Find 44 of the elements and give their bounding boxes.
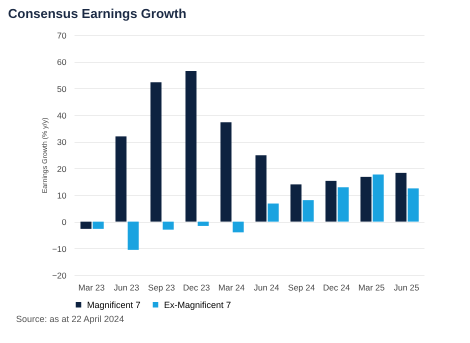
bar — [338, 187, 349, 222]
legend-label: Magnificent 7 — [87, 300, 141, 310]
x-tick-label: Dec 23 — [183, 282, 210, 292]
x-tick-label: Mar 25 — [358, 282, 385, 292]
x-tick-label: Jun 25 — [394, 282, 420, 292]
source-note: Source: as at 22 April 2024 — [16, 314, 126, 324]
bar — [80, 222, 92, 229]
bar — [255, 155, 266, 222]
bar — [290, 184, 302, 222]
x-tick-label: Mar 23 — [78, 282, 105, 292]
bar — [268, 204, 279, 222]
y-tick-label: 40 — [57, 110, 67, 120]
bar — [408, 188, 419, 222]
y-tick-label: 30 — [57, 137, 67, 148]
y-tick-label: −10 — [52, 244, 67, 254]
x-tick-label: Mar 24 — [218, 282, 245, 292]
y-tick-label: 50 — [57, 84, 67, 94]
bar — [302, 200, 314, 222]
bar — [150, 82, 162, 222]
y-tick-label: −20 — [52, 270, 67, 280]
bar — [232, 222, 244, 232]
x-tick-label: Sep 23 — [148, 282, 176, 292]
x-tick-label: Sep 24 — [288, 282, 316, 292]
y-tick-label: 60 — [57, 57, 67, 68]
bar — [92, 222, 104, 229]
y-tick-label: 10 — [57, 190, 67, 200]
bar — [162, 222, 174, 230]
y-tick-label: 70 — [57, 30, 67, 40]
x-tick-label: Jun 23 — [114, 282, 140, 292]
y-tick-label: 20 — [57, 164, 67, 174]
bar — [198, 222, 209, 226]
bar — [185, 71, 196, 222]
bar — [360, 176, 372, 222]
bar — [395, 172, 406, 222]
x-tick-label: Jun 24 — [254, 282, 280, 292]
bar — [372, 174, 384, 222]
chart-title: Consensus Earnings Growth — [8, 6, 188, 21]
bar — [128, 222, 139, 250]
bar — [220, 122, 232, 222]
legend-label: Ex-Magnificent 7 — [164, 300, 232, 310]
x-tick-label: Dec 24 — [323, 282, 350, 292]
y-tick-label: 0 — [62, 217, 67, 228]
bar — [325, 180, 336, 222]
bar — [115, 136, 126, 222]
